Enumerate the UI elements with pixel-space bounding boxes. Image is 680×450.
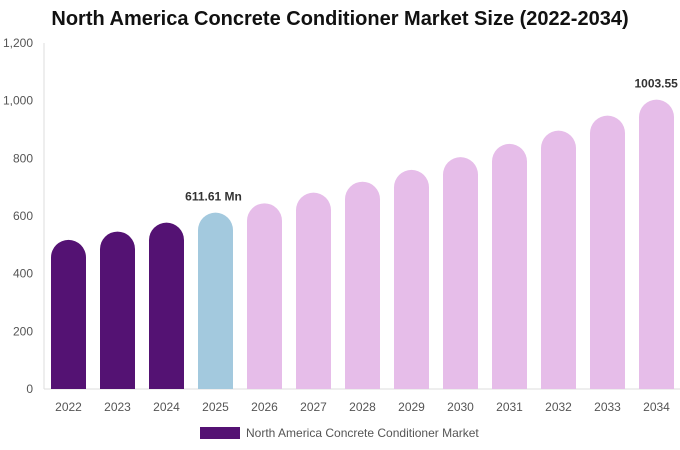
data-label-2025: 611.61 Mn: [185, 190, 242, 204]
legend-swatch: [200, 427, 240, 439]
bar-2034: [639, 99, 674, 390]
x-tick-label: 2029: [398, 400, 425, 414]
bar-2029: [394, 169, 429, 389]
legend: North America Concrete Conditioner Marke…: [200, 426, 479, 440]
y-tick-label: 800: [13, 151, 33, 165]
x-tick-label: 2030: [447, 400, 474, 414]
x-tick-label: 2024: [153, 400, 180, 414]
x-tick-label: 2033: [594, 400, 621, 414]
chart-title: North America Concrete Conditioner Marke…: [51, 8, 629, 30]
y-tick-label: 1,000: [3, 94, 33, 108]
bar-2030: [443, 157, 478, 389]
bar-2023: [100, 231, 135, 389]
x-tick-label: 2027: [300, 400, 327, 414]
bar-2031: [492, 143, 527, 389]
x-tick-label: 2026: [251, 400, 278, 414]
legend-label: North America Concrete Conditioner Marke…: [246, 426, 479, 440]
x-tick-label: 2023: [104, 400, 131, 414]
bar-2026: [247, 203, 282, 389]
y-tick-label: 400: [13, 267, 33, 281]
y-tick-label: 600: [13, 209, 33, 223]
x-tick-label: 2031: [496, 400, 523, 414]
y-tick-label: 0: [26, 382, 33, 396]
x-tick-label: 2034: [643, 400, 670, 414]
x-tick-label: 2022: [55, 400, 82, 414]
bar-2022: [51, 239, 86, 389]
x-tick-label: 2025: [202, 400, 229, 414]
x-tick-label: 2028: [349, 400, 376, 414]
bar-2024: [149, 222, 184, 389]
bar-2033: [590, 115, 625, 389]
bar-2028: [345, 181, 380, 389]
x-tick-label: 2032: [545, 400, 572, 414]
bar-2025: [198, 212, 233, 389]
bar-2032: [541, 130, 576, 390]
data-label-2034: 1003.55 Mn: [634, 77, 680, 91]
bar-2027: [296, 192, 331, 389]
y-tick-label: 1,200: [3, 36, 33, 50]
y-tick-label: 200: [13, 324, 33, 338]
